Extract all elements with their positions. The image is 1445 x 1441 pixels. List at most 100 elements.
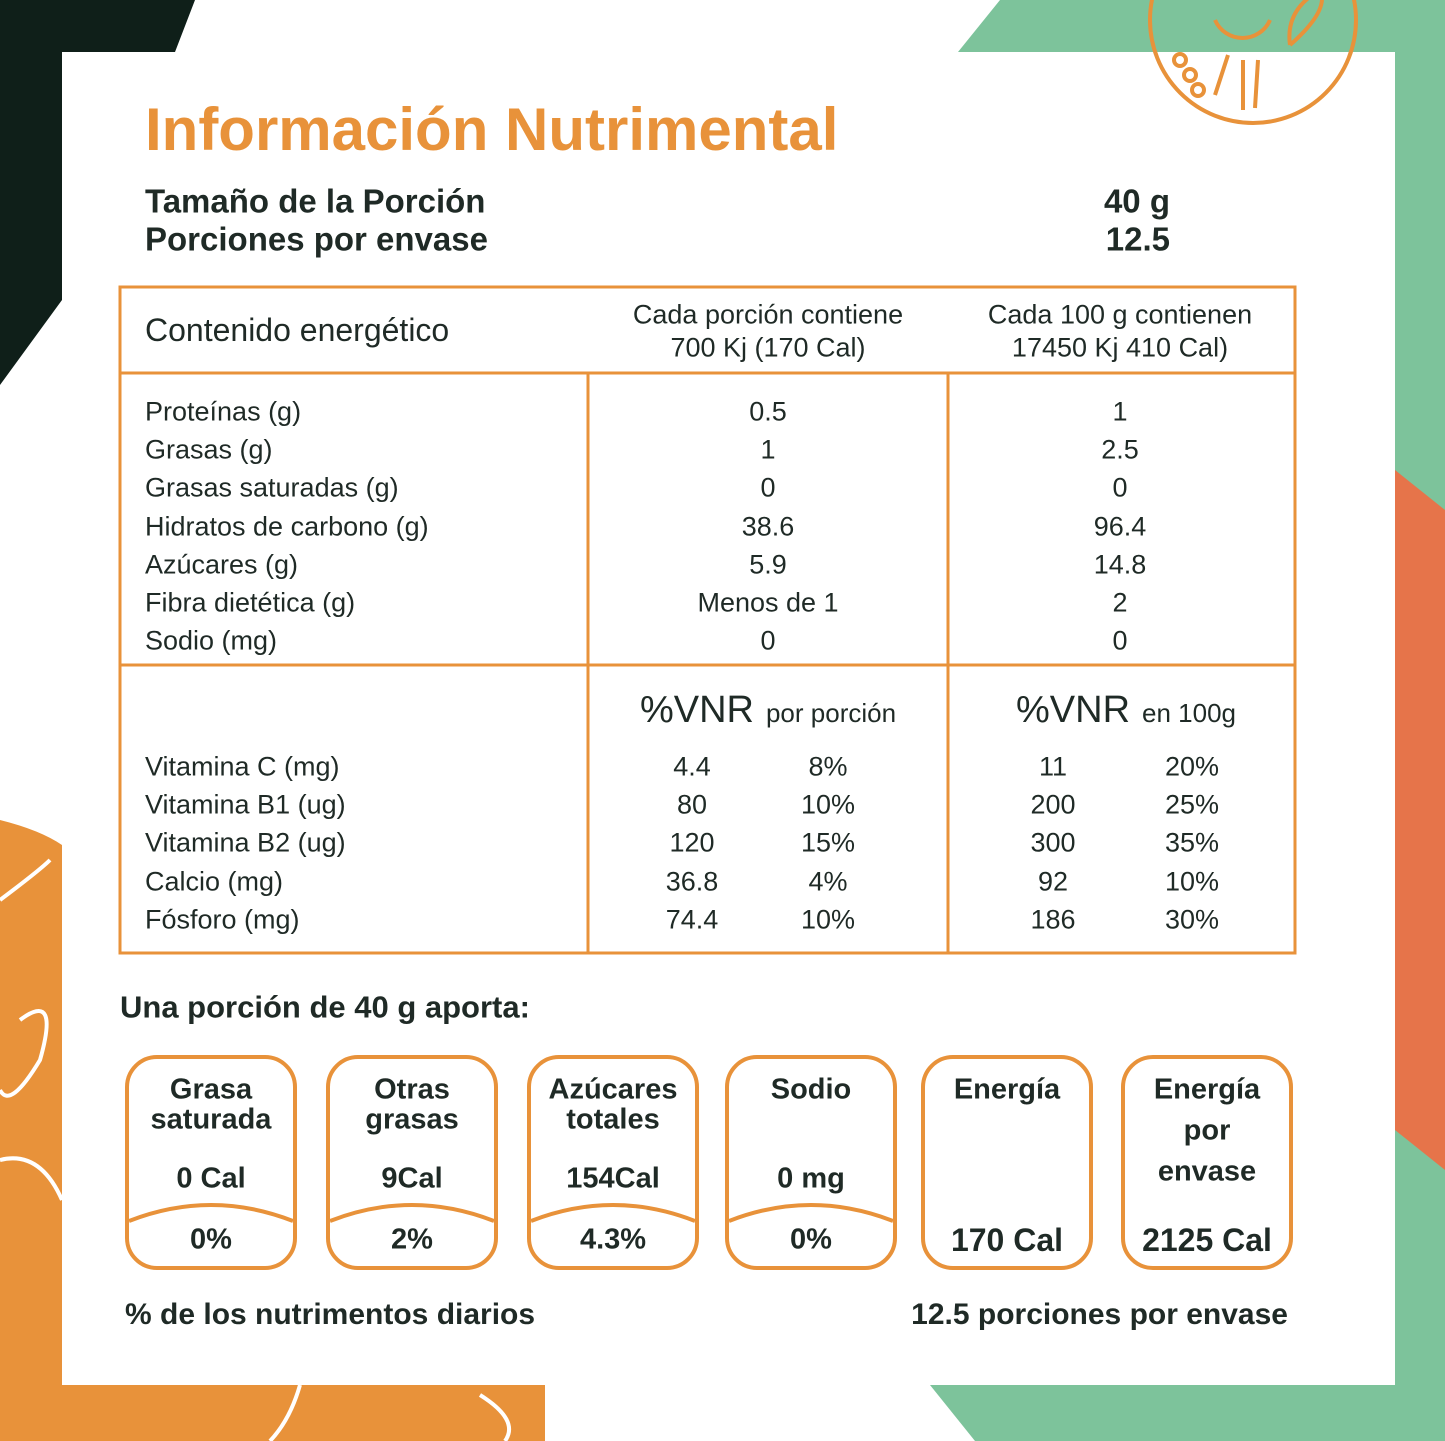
vitamin-value: 10%: [800, 904, 856, 935]
badge-percent: 0%: [190, 1223, 232, 1256]
vitamin-name: Calcio (mg): [145, 866, 284, 897]
header-text: 700 Kj (170 Cal): [670, 332, 866, 363]
nutrient-name: Fibra dietética (g): [145, 587, 356, 618]
divider-curve: [129, 1203, 293, 1223]
vitamin-value: 11: [1038, 751, 1068, 782]
vitamin-value: 300: [1030, 827, 1076, 858]
vitamin-value: 36.8: [665, 866, 719, 897]
badge-value: 0 mg: [777, 1162, 845, 1195]
footer-left: % de los nutrimentos diarios: [125, 1298, 536, 1331]
header-text: Cada 100 g contienen: [987, 299, 1253, 330]
vnr-sub: por porción: [765, 698, 897, 728]
vitamin-value: 35%: [1164, 827, 1220, 858]
vitamin-value: 15%: [800, 827, 856, 858]
nutrient-value: 1: [760, 434, 776, 465]
servings-label: Porciones por envase: [145, 220, 488, 258]
badge-label: por: [1183, 1114, 1231, 1147]
badge-label: grasas: [365, 1103, 459, 1136]
vitamin-value: 8%: [808, 751, 848, 782]
vitamin-name: Fósforo (mg): [145, 904, 300, 935]
badge: Azúcares totales 154Cal 4.3%: [527, 1055, 699, 1270]
divider-curve: [330, 1203, 494, 1223]
badge: Energía 170 Cal: [921, 1055, 1093, 1270]
nutrient-value: 5.9: [749, 549, 787, 580]
vitamin-value: 200: [1030, 789, 1076, 820]
badge-divider: [129, 1203, 293, 1223]
servings-value: 12.5: [1105, 220, 1170, 258]
nutrient-name: Sodio (mg): [145, 625, 278, 656]
dark-shape: [0, 0, 195, 385]
green-shape: [958, 0, 1445, 1441]
nutrient-value: 2.5: [1101, 434, 1139, 465]
badge-label: Otras: [374, 1073, 450, 1106]
serving-label: Tamaño de la Porción: [145, 182, 486, 220]
badge-label: envase: [1157, 1155, 1257, 1188]
vitamin-name: Vitamina B2 (ug): [145, 827, 346, 858]
vnr-header: %VNR en 100g: [1016, 691, 1236, 729]
badge: Otras grasas 9Cal 2%: [326, 1055, 498, 1270]
summary-heading: Una porción de 40 g aporta:: [120, 989, 530, 1025]
badge: Sodio 0 mg 0%: [725, 1055, 897, 1270]
vnr-header: %VNR por porción: [640, 691, 896, 729]
nutrient-value: Menos de 1: [697, 587, 839, 618]
nutrient-name: Hidratos de carbono (g): [145, 511, 429, 542]
badge-label: Energía: [1153, 1073, 1261, 1106]
badge: Grasa saturada 0 Cal 0%: [125, 1055, 297, 1270]
badge-divider: [531, 1203, 695, 1223]
nutrient-value: 1: [1112, 396, 1128, 427]
vnr-sub: en 100g: [1142, 698, 1237, 728]
orange-shape: [0, 820, 545, 1441]
vitamin-value: 25%: [1164, 789, 1220, 820]
footer-right: 12.5 porciones por envase: [911, 1298, 1288, 1331]
badge-divider: [330, 1203, 494, 1223]
badge-label: totales: [566, 1103, 660, 1136]
badge-value: 2125 Cal: [1142, 1222, 1272, 1258]
badge-percent: 4.3%: [579, 1223, 647, 1256]
vitamin-value: 120: [669, 827, 715, 858]
badge-label: Sodio: [770, 1073, 852, 1106]
badge-label: Energía: [953, 1073, 1061, 1106]
serving-value: 40 g: [1103, 182, 1170, 220]
divider-curve: [729, 1203, 893, 1223]
header-text: Cada porción contiene: [632, 299, 904, 330]
nutrient-value: 38.6: [741, 511, 795, 542]
badge: Energía por envase 2125 Cal: [1121, 1055, 1293, 1270]
vnr-main: %VNR: [639, 689, 754, 731]
badge-percent: 2%: [391, 1223, 433, 1256]
nutrient-value: 14.8: [1093, 549, 1147, 580]
vitamin-value: 10%: [800, 789, 856, 820]
nutrient-name: Grasas (g): [145, 434, 273, 465]
nutrient-value: 0: [1112, 472, 1128, 503]
badge-label: Azúcares: [548, 1073, 678, 1106]
nutrient-value: 0.5: [749, 396, 787, 427]
vitamin-value: 92: [1037, 866, 1069, 897]
badge-value: 9Cal: [381, 1162, 443, 1195]
nutrient-value: 2: [1112, 587, 1128, 618]
badge-percent: 0%: [790, 1223, 832, 1256]
title: Información Nutrimental: [145, 96, 839, 163]
table-frame: [118, 285, 1297, 955]
badge-label: Grasa: [169, 1073, 253, 1106]
header-label: Contenido energético: [145, 312, 450, 348]
logo: [1148, 0, 1358, 125]
nutrient-name: Azúcares (g): [145, 549, 299, 580]
nutrient-value: 96.4: [1093, 511, 1147, 542]
nutrient-name: Grasas saturadas (g): [145, 472, 399, 503]
vnr-main: %VNR: [1015, 689, 1131, 731]
vitamin-value: 186: [1030, 904, 1076, 935]
divider-curve: [531, 1203, 695, 1223]
vitamin-value: 10%: [1164, 866, 1220, 897]
vitamin-value: 4%: [808, 866, 848, 897]
nutrient-name: Proteínas (g): [145, 396, 302, 427]
badge-label: saturada: [150, 1103, 272, 1136]
badge-value: 154Cal: [566, 1162, 660, 1195]
badge-divider: [729, 1203, 893, 1223]
vitamin-value: 4.4: [673, 751, 711, 782]
badge-value: 0 Cal: [176, 1162, 246, 1195]
badge-value: 170 Cal: [950, 1222, 1064, 1258]
nutrient-value: 0: [760, 625, 776, 656]
doodle: [0, 858, 511, 1441]
green-bottom: [930, 1385, 1395, 1441]
vitamin-value: 80: [676, 789, 708, 820]
